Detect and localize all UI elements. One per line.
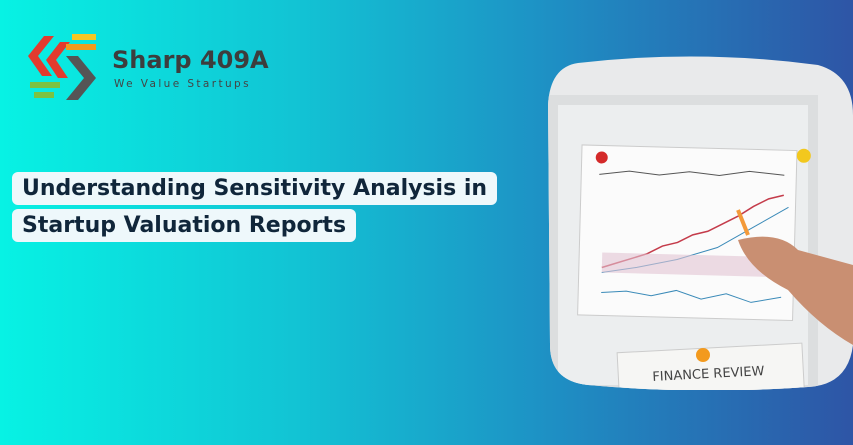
paper [577, 144, 798, 322]
hand [738, 236, 853, 345]
pen [736, 209, 750, 236]
logo-chevron-red [28, 36, 54, 76]
headline-line: Understanding Sensitivity Analysis in [12, 172, 498, 205]
brand-name: Sharp 409A [112, 46, 269, 74]
logo-mark [28, 34, 96, 100]
chart-line [601, 289, 782, 303]
brand-tagline: We Value Startups [114, 78, 251, 90]
chart-paper [577, 144, 811, 322]
caption-text: FINANCE REVIEW [652, 364, 765, 385]
pin-yellow [796, 148, 811, 163]
headline-line: Startup Valuation Reports [12, 209, 357, 242]
logo-bar-green [30, 82, 60, 88]
logo-chevron-gray [66, 56, 96, 100]
caption-card [616, 342, 805, 390]
pin-red [595, 151, 608, 164]
logo-bar-yellow [72, 34, 96, 40]
pin-orange [696, 348, 710, 362]
logo-bar-green-2 [34, 92, 54, 98]
chart-line [599, 170, 785, 177]
photo: FINANCE REVIEW [548, 56, 853, 390]
chart-bars [601, 252, 783, 278]
logo-chevron-red-2 [46, 42, 70, 78]
logo-bar-orange [66, 44, 96, 50]
